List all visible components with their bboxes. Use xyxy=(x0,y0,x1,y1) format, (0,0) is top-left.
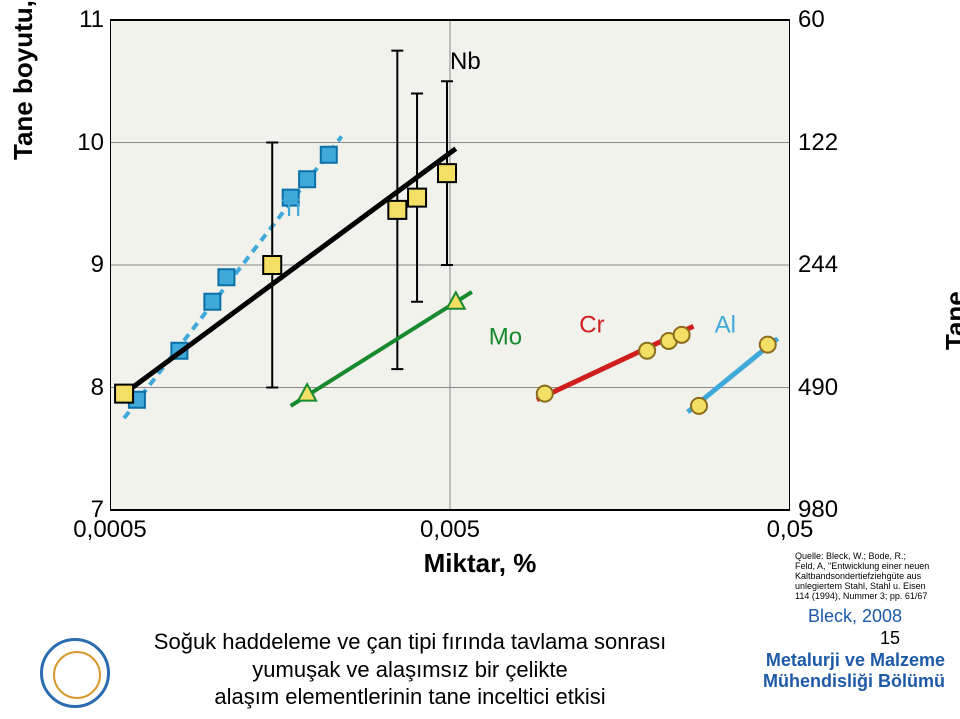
marker-al xyxy=(691,398,707,414)
x-axis-text: Miktar, % xyxy=(424,548,537,578)
marker-al xyxy=(760,337,776,353)
y-left-axis-label: Tane boyutu, ASTM xyxy=(8,0,39,160)
source-citation: Quelle: Bleck, W.; Bode, R.;Feld, A, "En… xyxy=(795,552,929,601)
marker-ti xyxy=(218,269,234,285)
x-axis-label: Miktar, % xyxy=(424,548,537,579)
series-label-mo: Mo xyxy=(489,324,522,351)
y-left-tick: 11 xyxy=(70,6,104,34)
marker-nb xyxy=(408,189,426,207)
marker-cr xyxy=(674,327,690,343)
marker-nb xyxy=(115,385,133,403)
source-line: 114 (1994), Nummer 3; pp. 61/67 xyxy=(795,592,929,602)
y-left-tick: 8 xyxy=(70,374,104,402)
reference-label: Bleck, 2008 xyxy=(808,606,902,627)
marker-nb xyxy=(388,201,406,219)
y-right-axis-text: Tane boyutu, µm xyxy=(940,256,960,350)
department-label: Metalurji ve MalzemeMühendisliği Bölümü xyxy=(720,650,945,691)
x-tick: 0,05 xyxy=(750,516,830,544)
department-line: Mühendisliği Bölümü xyxy=(720,671,945,692)
y-right-tick: 244 xyxy=(798,251,838,279)
y-right-tick: 60 xyxy=(798,6,825,34)
y-right-axis-label: Tane boyutu, µm2 xyxy=(940,256,960,350)
series-label-ti: Ti xyxy=(282,195,301,222)
marker-cr xyxy=(639,343,655,359)
marker-ti xyxy=(204,294,220,310)
series-label-cr: Cr xyxy=(579,311,604,338)
y-left-axis-text: Tane boyutu, ASTM xyxy=(8,0,38,160)
marker-nb xyxy=(263,256,281,274)
y-right-tick: 490 xyxy=(798,374,838,402)
page-number-text: 15 xyxy=(880,628,900,648)
marker-nb xyxy=(438,164,456,182)
department-line: Metalurji ve Malzeme xyxy=(720,650,945,671)
reference-text: Bleck, 2008 xyxy=(808,606,902,626)
marker-cr xyxy=(537,386,553,402)
x-tick: 0,0005 xyxy=(70,516,150,544)
grain-size-chart: Ti Nb Mo Cr Al xyxy=(110,0,790,530)
y-right-tick: 122 xyxy=(798,129,838,157)
series-label-al: Al xyxy=(715,311,736,338)
series-label-nb: Nb xyxy=(450,48,481,75)
figure-caption: Soğuk haddeleme ve çan tipi fırında tavl… xyxy=(130,628,690,711)
y-left-tick: 10 xyxy=(70,129,104,157)
university-logo-icon xyxy=(40,638,110,708)
page-number: 15 xyxy=(880,628,900,649)
marker-ti xyxy=(299,171,315,187)
caption-line: alaşım elementlerinin tane inceltici etk… xyxy=(130,683,690,711)
x-tick: 0,005 xyxy=(410,516,490,544)
caption-line: yumuşak ve alaşımsız bir çelikte xyxy=(130,656,690,684)
y-left-tick: 9 xyxy=(70,251,104,279)
caption-line: Soğuk haddeleme ve çan tipi fırında tavl… xyxy=(130,628,690,656)
marker-ti xyxy=(321,147,337,163)
